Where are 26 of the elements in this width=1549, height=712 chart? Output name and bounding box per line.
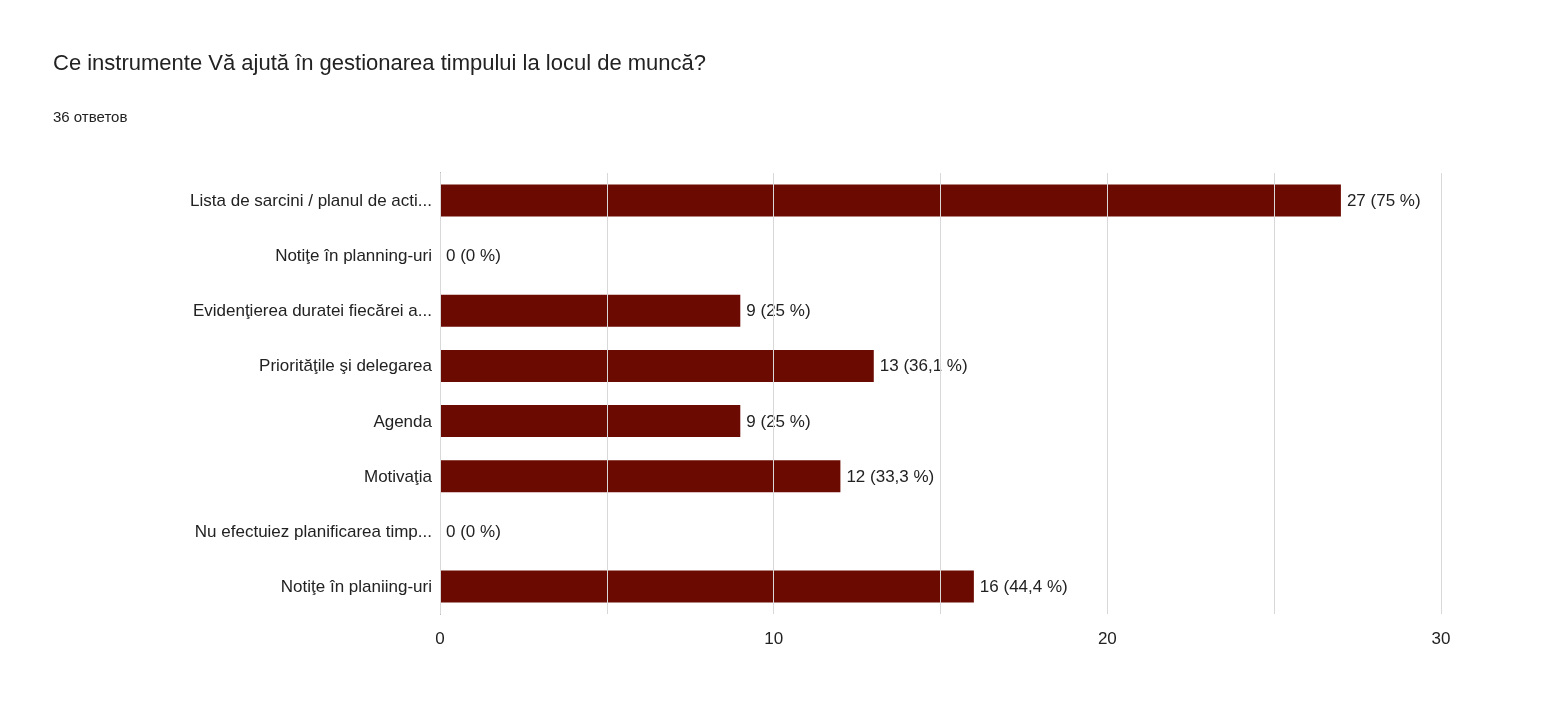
- chart-title: Ce instrumente Vă ajută în gestionarea timpului la locul de muncă?: [53, 49, 707, 75]
- y-tick-label: Nu efectuiez planificarea timp...: [194, 521, 432, 541]
- bar: [440, 460, 841, 493]
- bar: [440, 570, 974, 603]
- data-label: 16 (44,4 %): [979, 576, 1068, 596]
- y-tick-label: Agenda: [373, 411, 433, 431]
- bar: [440, 349, 874, 382]
- bar: [440, 294, 741, 327]
- data-label: 27 (75 %): [1346, 191, 1421, 211]
- data-label: 0 (0 %): [446, 521, 501, 541]
- y-tick-label: Notiţe în planning-uri: [275, 246, 432, 266]
- x-tick-label: 10: [764, 629, 784, 648]
- data-label: 13 (36,1 %): [879, 356, 968, 376]
- x-tick-label: 30: [1431, 629, 1451, 648]
- y-tick-label: Lista de sarcini / planul de acti...: [190, 191, 432, 211]
- data-label: 0 (0 %): [446, 246, 501, 266]
- y-tick-label: Priorităţile şi delegarea: [259, 356, 433, 376]
- bar: [440, 184, 1341, 217]
- y-tick-label: Evidenţierea duratei fiecărei a...: [192, 301, 432, 321]
- x-tick-label: 20: [1097, 629, 1117, 648]
- text: 36 ответов: [53, 108, 128, 125]
- y-tick-label: Notiţe în planiing-uri: [280, 576, 432, 596]
- y-tick-label: Motivaţia: [363, 466, 433, 486]
- bar: [440, 405, 741, 438]
- data-label: 12 (33,3 %): [846, 466, 935, 486]
- x-tick-label: 0: [435, 629, 445, 648]
